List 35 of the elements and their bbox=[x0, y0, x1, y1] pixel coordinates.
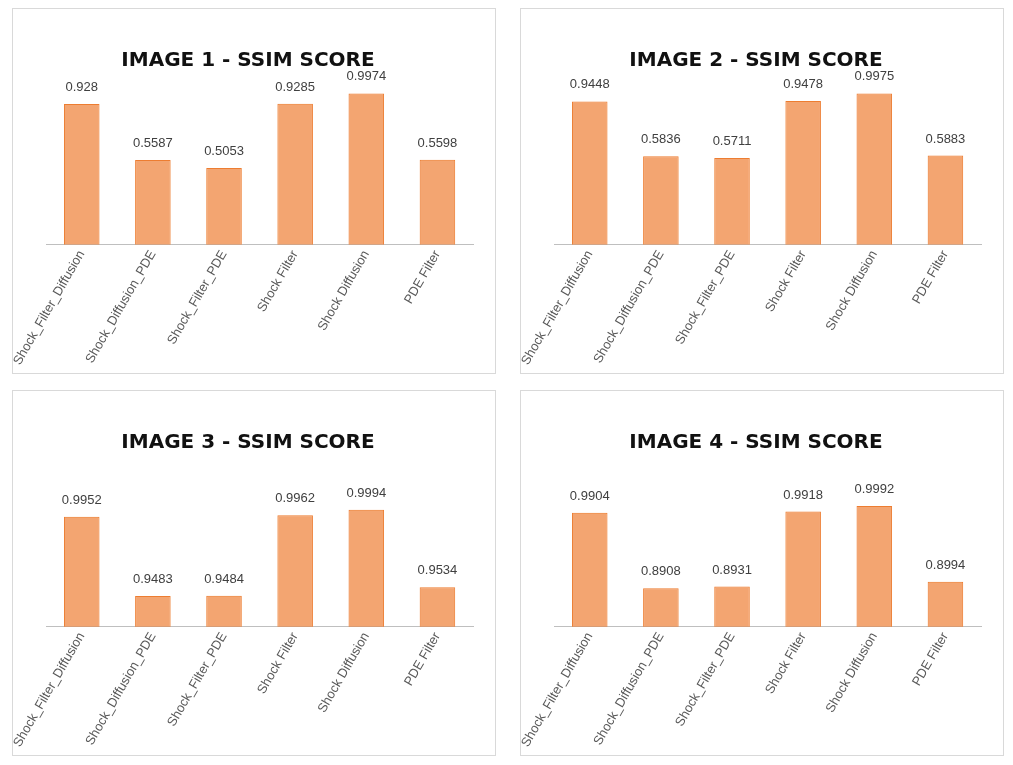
data-label: 0.8931 bbox=[712, 561, 752, 577]
bar bbox=[135, 159, 171, 245]
data-label: 0.9484 bbox=[204, 570, 244, 586]
bar bbox=[206, 168, 242, 245]
data-label: 0.9962 bbox=[275, 490, 316, 506]
data-label: 0.9918 bbox=[783, 486, 824, 502]
data-label: 0.9285 bbox=[275, 78, 316, 94]
bar bbox=[63, 103, 100, 245]
data-label: 0.5836 bbox=[641, 131, 681, 147]
data-label: 0.9478 bbox=[783, 76, 824, 91]
data-label: 0.9904 bbox=[569, 487, 610, 503]
data-label: 0.9448 bbox=[569, 76, 610, 92]
data-label: 0.8908 bbox=[641, 563, 681, 579]
data-label: 0.9994 bbox=[346, 484, 387, 500]
bar bbox=[785, 100, 821, 245]
chart-title: IMAGE 4 - SSIM SCORE bbox=[629, 429, 883, 454]
data-label: 0.9992 bbox=[854, 481, 895, 497]
bar bbox=[714, 158, 750, 245]
data-label: 0.9952 bbox=[61, 491, 102, 507]
data-label: 0.8994 bbox=[925, 556, 966, 572]
bar bbox=[348, 93, 385, 245]
bar bbox=[419, 159, 456, 245]
data-label: 0.5053 bbox=[204, 143, 244, 159]
bar bbox=[927, 155, 964, 245]
data-label: 0.9534 bbox=[417, 562, 458, 578]
data-label: 0.5711 bbox=[712, 133, 752, 149]
data-label: 0.5883 bbox=[925, 130, 966, 146]
bar bbox=[571, 101, 608, 245]
data-label: 0.5598 bbox=[417, 134, 458, 150]
chart-title: IMAGE 3 - SSIM SCORE bbox=[121, 429, 375, 454]
data-label: 0.928 bbox=[65, 79, 99, 95]
bar bbox=[277, 103, 313, 245]
bar bbox=[856, 93, 893, 245]
data-label: 0.9483 bbox=[133, 570, 173, 586]
data-label: 0.5587 bbox=[133, 135, 173, 151]
